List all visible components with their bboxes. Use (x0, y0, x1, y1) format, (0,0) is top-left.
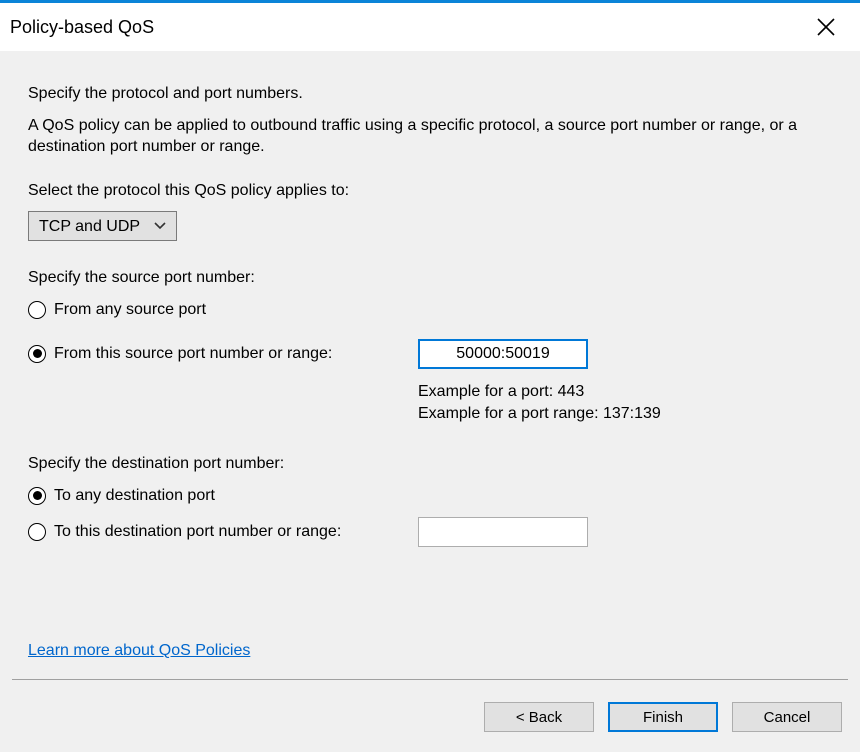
source-any-option[interactable]: From any source port (28, 299, 832, 321)
dest-any-label: To any destination port (54, 485, 215, 507)
protocol-select-value: TCP and UDP (39, 216, 154, 238)
example-range-text: Example for a port range: 137:139 (418, 403, 832, 425)
page-description: A QoS policy can be applied to outbound … (28, 115, 828, 158)
footer-separator (12, 679, 848, 680)
dest-specific-row: To this destination port number or range… (28, 517, 832, 547)
source-port-input[interactable] (418, 339, 588, 369)
source-port-label: Specify the source port number: (28, 267, 832, 289)
radio-icon (28, 523, 46, 541)
close-button[interactable] (806, 7, 846, 47)
wizard-footer: < Back Finish Cancel (484, 702, 842, 732)
radio-icon (28, 345, 46, 363)
titlebar: Policy-based QoS (0, 3, 860, 51)
back-button[interactable]: < Back (484, 702, 594, 732)
cancel-button[interactable]: Cancel (732, 702, 842, 732)
close-icon (817, 18, 835, 36)
chevron-down-icon (154, 222, 166, 230)
radio-icon (28, 487, 46, 505)
source-specific-option[interactable]: From this source port number or range: (28, 343, 418, 365)
qos-wizard-window: Policy-based QoS Specify the protocol an… (0, 0, 860, 752)
window-title: Policy-based QoS (10, 17, 806, 38)
port-examples: Example for a port: 443 Example for a po… (418, 381, 832, 426)
source-any-label: From any source port (54, 299, 206, 321)
dest-specific-label: To this destination port number or range… (54, 521, 341, 543)
page-heading: Specify the protocol and port numbers. (28, 83, 832, 105)
dest-port-label: Specify the destination port number: (28, 453, 832, 475)
protocol-select[interactable]: TCP and UDP (28, 211, 177, 241)
dest-any-option[interactable]: To any destination port (28, 485, 832, 507)
radio-icon (28, 301, 46, 319)
source-specific-row: From this source port number or range: (28, 339, 832, 369)
example-port-text: Example for a port: 443 (418, 381, 832, 403)
finish-button[interactable]: Finish (608, 702, 718, 732)
dest-port-input[interactable] (418, 517, 588, 547)
protocol-label: Select the protocol this QoS policy appl… (28, 180, 832, 202)
source-specific-label: From this source port number or range: (54, 343, 332, 365)
dest-specific-option[interactable]: To this destination port number or range… (28, 521, 418, 543)
learn-more-link[interactable]: Learn more about QoS Policies (28, 640, 250, 662)
wizard-body: Specify the protocol and port numbers. A… (0, 51, 860, 752)
